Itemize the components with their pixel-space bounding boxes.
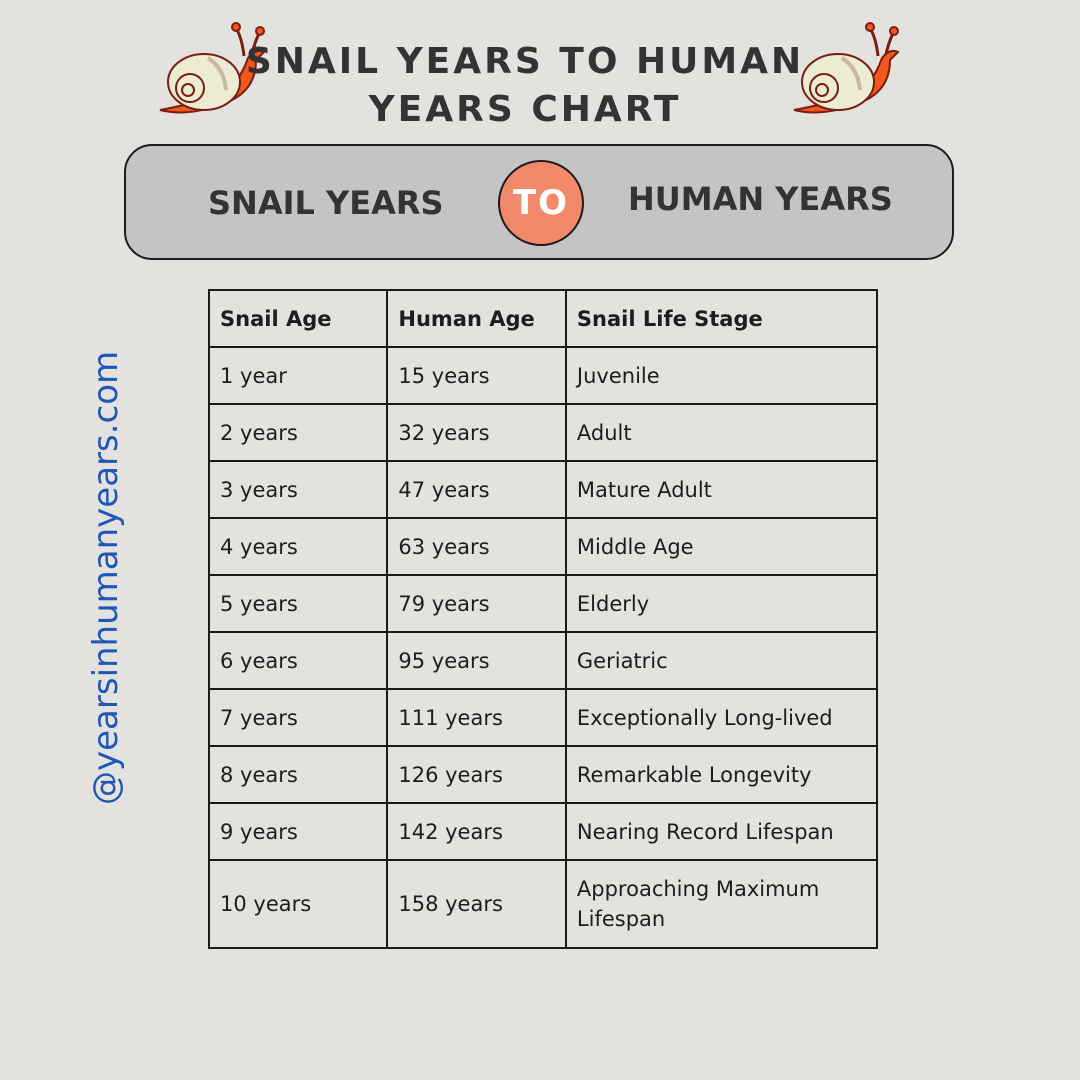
life-stage-cell: Approaching Maximum Lifespan: [564, 859, 879, 949]
snail-age-cell: 9 years: [207, 802, 389, 861]
life-stage-cell: Exceptionally Long-lived: [564, 688, 879, 747]
table-row: 8 years 126 years Remarkable Longevity: [207, 745, 879, 804]
banner-to-badge: TO: [498, 160, 584, 246]
table-row: 3 years 47 years Mature Adult: [207, 460, 879, 519]
snail-age-cell: 7 years: [207, 688, 389, 747]
human-age-cell: 158 years: [386, 859, 567, 949]
website-watermark: @yearsinhumanyears.com: [86, 350, 126, 805]
human-age-cell: 126 years: [386, 745, 567, 804]
snail-icon: [159, 22, 266, 114]
banner-human-years: HUMAN YEARS: [628, 180, 893, 218]
life-stage-cell: Mature Adult: [564, 460, 879, 519]
header-human-age: Human Age: [386, 289, 567, 348]
human-age-cell: 47 years: [386, 460, 567, 519]
title-line-2: YEARS CHART: [368, 89, 682, 130]
human-age-cell: 32 years: [386, 403, 567, 462]
conversion-banner: SNAIL YEARS TO HUMAN YEARS: [124, 144, 954, 260]
snail-age-cell: 5 years: [207, 574, 389, 633]
snail-age-cell: 3 years: [207, 460, 389, 519]
table-row: 9 years 142 years Nearing Record Lifespa…: [207, 802, 879, 861]
table-header-row: Snail Age Human Age Snail Life Stage: [207, 289, 879, 348]
snail-age-cell: 1 year: [207, 346, 389, 405]
life-stage-cell: Adult: [564, 403, 879, 462]
page-title: SNAIL YEARS TO HUMAN YEARS CHART: [230, 38, 820, 134]
life-stage-cell: Remarkable Longevity: [564, 745, 879, 804]
table-row: 6 years 95 years Geriatric: [207, 631, 879, 690]
snail-age-cell: 8 years: [207, 745, 389, 804]
table-row: 7 years 111 years Exceptionally Long-liv…: [207, 688, 879, 747]
human-age-cell: 142 years: [386, 802, 567, 861]
human-age-cell: 15 years: [386, 346, 567, 405]
snail-age-cell: 10 years: [207, 859, 389, 949]
human-age-cell: 63 years: [386, 517, 567, 576]
life-stage-cell: Geriatric: [564, 631, 879, 690]
snail-age-cell: 6 years: [207, 631, 389, 690]
title-line-1: SNAIL YEARS TO HUMAN: [245, 41, 805, 82]
table-row: 4 years 63 years Middle Age: [207, 517, 879, 576]
table-row: 1 year 15 years Juvenile: [207, 346, 879, 405]
table-row: 2 years 32 years Adult: [207, 403, 879, 462]
life-stage-cell: Elderly: [564, 574, 879, 633]
life-stage-cell: Nearing Record Lifespan: [564, 802, 879, 861]
snail-age-cell: 4 years: [207, 517, 389, 576]
table-row: 10 years 158 years Approaching Maximum L…: [207, 859, 879, 949]
snail-age-cell: 2 years: [207, 403, 389, 462]
human-age-cell: 79 years: [386, 574, 567, 633]
header-snail-age: Snail Age: [207, 289, 389, 348]
header-life-stage: Snail Life Stage: [564, 289, 879, 348]
life-stage-cell: Juvenile: [564, 346, 879, 405]
banner-snail-years: SNAIL YEARS: [208, 184, 444, 222]
life-stage-cell: Middle Age: [564, 517, 879, 576]
snail-icon: [793, 22, 900, 114]
human-age-cell: 111 years: [386, 688, 567, 747]
human-age-cell: 95 years: [386, 631, 567, 690]
table-row: 5 years 79 years Elderly: [207, 574, 879, 633]
age-conversion-table: Snail Age Human Age Snail Life Stage 1 y…: [207, 289, 879, 949]
